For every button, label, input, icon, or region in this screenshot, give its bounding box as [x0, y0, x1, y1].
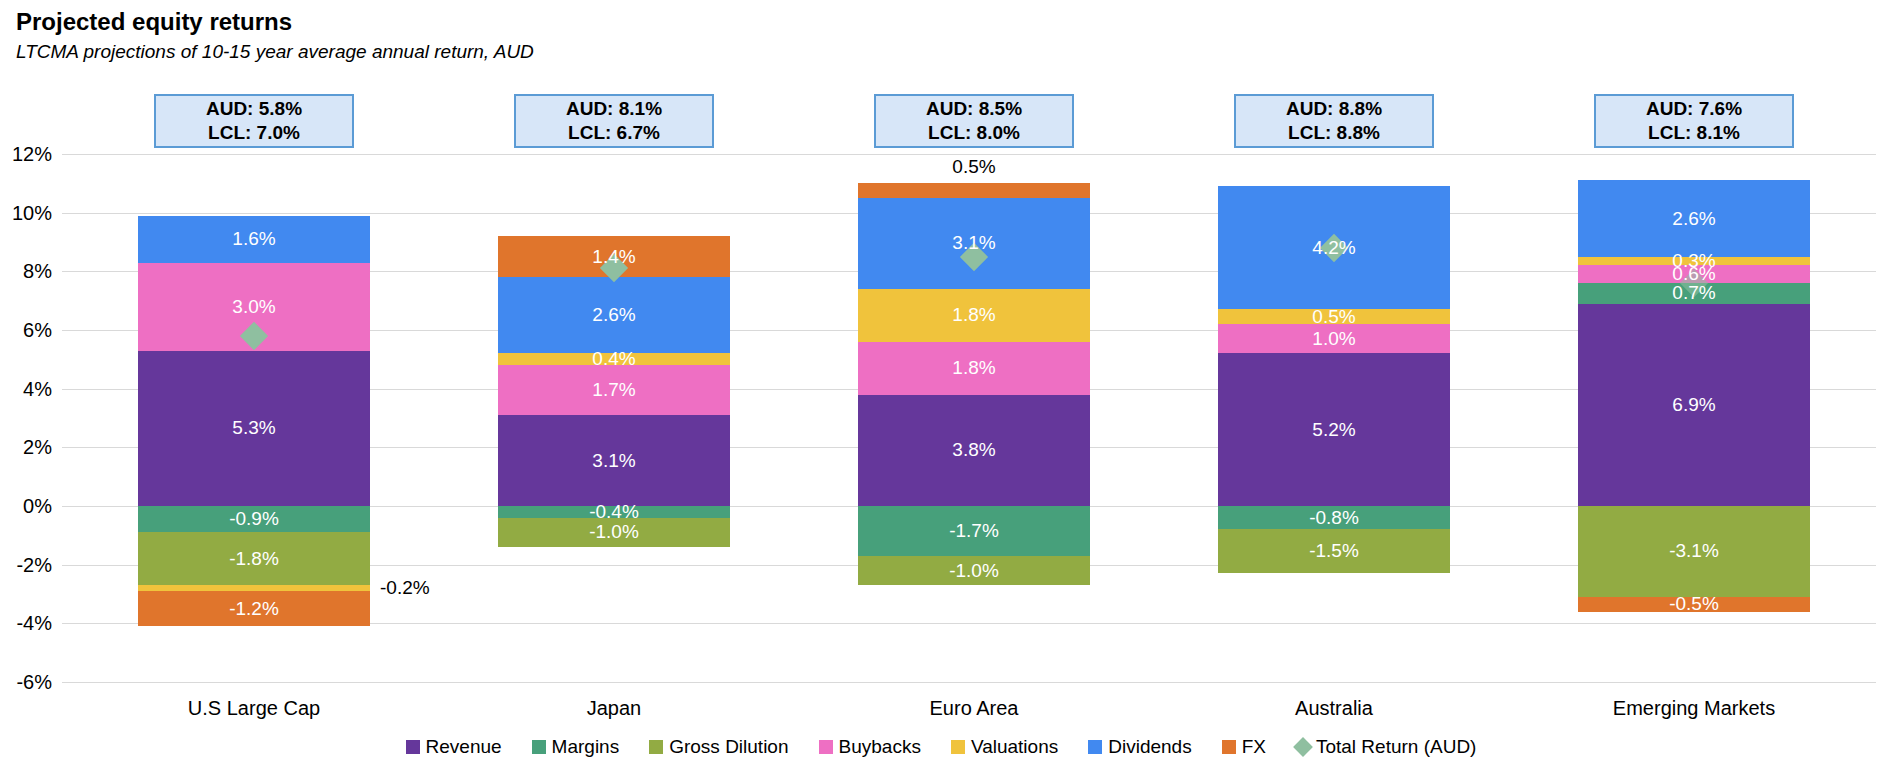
segment-label: 0.4% — [592, 348, 635, 370]
segment-label: -1.2% — [229, 598, 279, 620]
segment-label: 0.7% — [1672, 282, 1715, 304]
segment-label: -1.0% — [589, 521, 639, 543]
segment-label: -1.8% — [229, 548, 279, 570]
segment-label: 1.7% — [592, 379, 635, 401]
legend-swatch-icon — [532, 740, 546, 754]
category-label: Emerging Markets — [1534, 697, 1854, 720]
legend-swatch-icon — [1088, 740, 1102, 754]
outside-segment-label: 0.5% — [874, 155, 1074, 179]
segment-label: 3.1% — [952, 232, 995, 254]
legend-swatch-icon — [649, 740, 663, 754]
segment-label: -0.8% — [1309, 507, 1359, 529]
segment-label: -1.5% — [1309, 540, 1359, 562]
legend-item-label: Dividends — [1108, 736, 1191, 758]
chart-canvas: Projected equity returns LTCMA projectio… — [0, 0, 1882, 776]
segment-label: 1.6% — [232, 228, 275, 250]
segment-label: 6.9% — [1672, 394, 1715, 416]
segment-label: 0.5% — [1312, 306, 1355, 328]
x-axis-layer: U.S Large Cap Japan Euro Area Australia Emer… — [0, 0, 1882, 776]
legend-item: Dividends — [1088, 736, 1191, 758]
legend: Revenue Margins Gross Dilution Buybacks Valu… — [0, 736, 1882, 758]
segment-label: -1.7% — [949, 520, 999, 542]
segment-label: 4.2% — [1312, 237, 1355, 259]
segment-label: 3.0% — [232, 296, 275, 318]
legend-item: Valuations — [951, 736, 1058, 758]
legend-item: Revenue — [406, 736, 502, 758]
segment-label: 5.2% — [1312, 419, 1355, 441]
legend-swatch-icon — [406, 740, 420, 754]
segment-label: 3.1% — [592, 450, 635, 472]
category-label: Australia — [1174, 697, 1494, 720]
legend-swatch-icon — [951, 740, 965, 754]
legend-item-label: Margins — [552, 736, 620, 758]
legend-item: Margins — [532, 736, 620, 758]
segment-label: 5.3% — [232, 417, 275, 439]
segment-label: -3.1% — [1669, 540, 1719, 562]
segment-label: 1.8% — [952, 304, 995, 326]
legend-item: FX — [1222, 736, 1266, 758]
category-label: Euro Area — [814, 697, 1134, 720]
legend-item: Gross Dilution — [649, 736, 788, 758]
category-label: U.S Large Cap — [94, 697, 414, 720]
legend-diamond-icon — [1293, 737, 1313, 757]
legend-item-label: Valuations — [971, 736, 1058, 758]
segment-label: -1.0% — [949, 560, 999, 582]
legend-item-label: Revenue — [426, 736, 502, 758]
legend-item-label: Buybacks — [839, 736, 921, 758]
legend-item: Total Return (AUD) — [1296, 736, 1477, 758]
category-label: Japan — [454, 697, 774, 720]
segment-label: 2.6% — [592, 304, 635, 326]
legend-swatch-icon — [819, 740, 833, 754]
legend-item-label: Total Return (AUD) — [1316, 736, 1477, 758]
segment-label: -0.9% — [229, 508, 279, 530]
segment-label: 1.4% — [592, 246, 635, 268]
segment-label: -0.4% — [589, 501, 639, 523]
segment-label: 1.8% — [952, 357, 995, 379]
legend-item-label: FX — [1242, 736, 1266, 758]
segment-label: 1.0% — [1312, 328, 1355, 350]
segment-label: 3.8% — [952, 439, 995, 461]
legend-swatch-icon — [1222, 740, 1236, 754]
segment-label: 0.3% — [1672, 250, 1715, 272]
outside-segment-label: -0.2% — [380, 576, 430, 600]
legend-item: Buybacks — [819, 736, 921, 758]
legend-item-label: Gross Dilution — [669, 736, 788, 758]
segment-label: -0.5% — [1669, 593, 1719, 615]
segment-label: 2.6% — [1672, 208, 1715, 230]
